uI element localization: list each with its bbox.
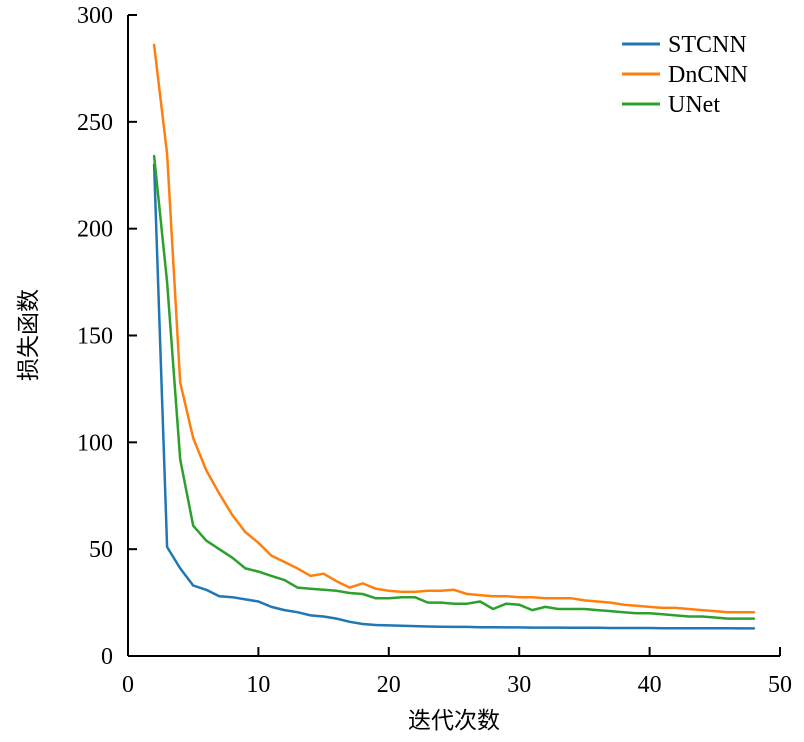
legend-label-stcnn: STCNN xyxy=(668,32,747,58)
ticks: 0 10 20 30 40 50 0 50 100 150 200 250 300 xyxy=(77,3,792,698)
y-tick-label: 50 xyxy=(89,537,113,563)
series-line-stcnn xyxy=(152,163,756,630)
legend: STCNN DnCNN UNet xyxy=(622,32,748,118)
x-tick-label: 50 xyxy=(768,672,792,698)
y-axis-title: 损失函数 xyxy=(16,289,42,381)
y-tick-label: 300 xyxy=(77,3,113,29)
legend-label-dncnn: DnCNN xyxy=(668,62,748,88)
y-tick-label: 150 xyxy=(77,324,113,350)
series-line-unet xyxy=(152,154,756,620)
y-tick-label: 200 xyxy=(77,217,113,243)
legend-label-unet: UNet xyxy=(668,92,720,118)
x-tick-label: 40 xyxy=(638,672,662,698)
x-tick-label: 30 xyxy=(507,672,531,698)
x-axis-title: 迭代次数 xyxy=(408,708,500,734)
series-lines xyxy=(152,43,756,630)
series-line-dncnn xyxy=(152,43,756,614)
x-tick-label: 0 xyxy=(122,672,134,698)
y-tick-label: 250 xyxy=(77,110,113,136)
x-tick-label: 20 xyxy=(377,672,401,698)
y-tick-label: 100 xyxy=(77,430,113,456)
y-tick-label: 0 xyxy=(101,644,113,670)
x-tick-label: 10 xyxy=(246,672,270,698)
